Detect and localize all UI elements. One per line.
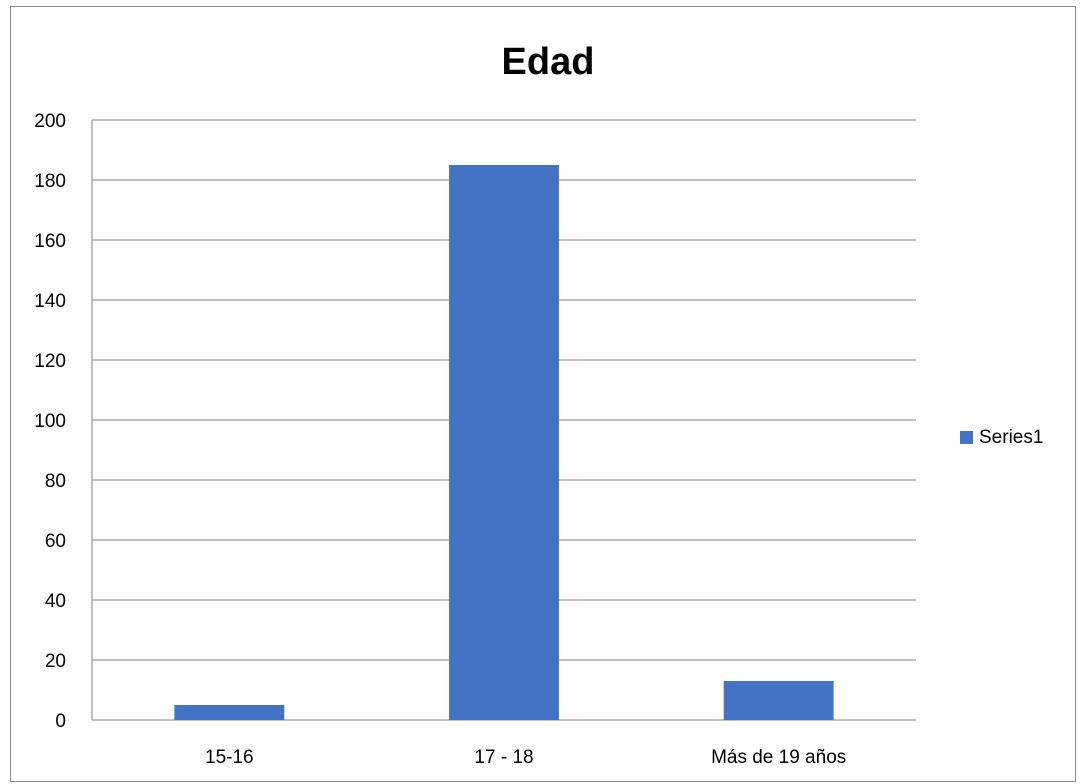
y-tick-label: 140 xyxy=(34,291,66,312)
bars xyxy=(174,165,834,720)
legend: Series1 xyxy=(960,427,1043,448)
y-tick-label: 160 xyxy=(34,231,66,252)
bar xyxy=(174,705,285,720)
y-tick-label: 80 xyxy=(45,471,66,492)
y-tick-label: 180 xyxy=(34,171,66,192)
y-tick-label: 120 xyxy=(34,351,66,372)
bar xyxy=(723,681,834,720)
y-tick-label: 200 xyxy=(34,111,66,132)
chart-title: Edad xyxy=(502,41,595,83)
y-tick-label: 40 xyxy=(45,591,66,612)
y-tick-label: 0 xyxy=(55,711,66,732)
y-tick-label: 100 xyxy=(34,411,66,432)
legend-label: Series1 xyxy=(979,427,1043,448)
y-tick-label: 60 xyxy=(45,531,66,552)
legend-swatch xyxy=(960,431,973,444)
x-tick-label: 17 - 18 xyxy=(474,747,533,768)
x-tick-label: Más de 19 años xyxy=(711,747,846,768)
x-axis-tick-labels: 15-16 17 - 18 Más de 19 años xyxy=(205,747,846,768)
bar xyxy=(449,165,559,720)
x-tick-label: 15-16 xyxy=(205,747,254,768)
y-axis-tick-labels: 0 20 40 60 80 100 120 140 160 180 200 xyxy=(34,111,66,732)
y-tick-label: 20 xyxy=(45,651,66,672)
